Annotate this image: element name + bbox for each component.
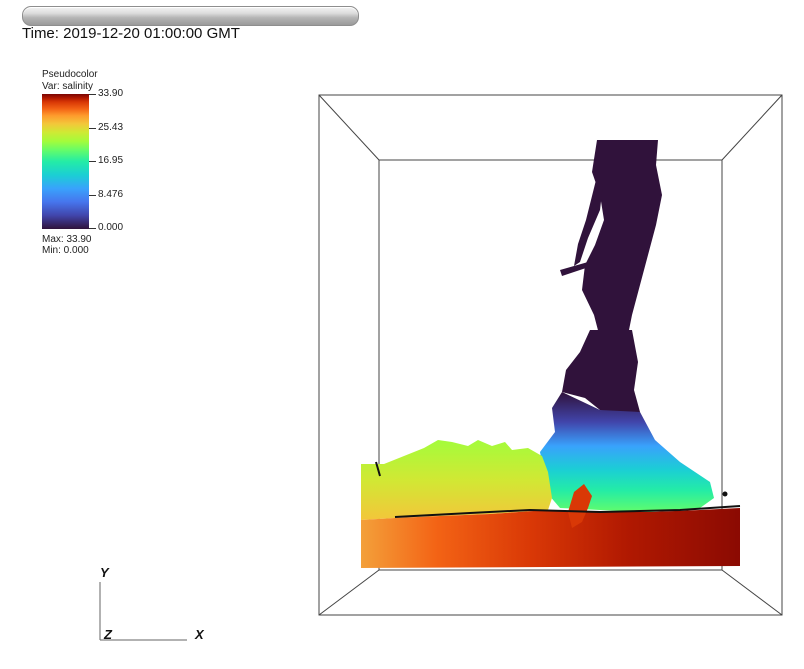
tick-label-max: 33.90 [98, 88, 124, 99]
time-label: Time: 2019-12-20 01:00:00 GMT [22, 25, 240, 42]
gulf-waters [361, 508, 740, 568]
barrier-islands [394, 505, 741, 518]
legend-plot-type: Pseudocolor [42, 69, 98, 80]
tick-mark [89, 128, 96, 129]
colorbar [42, 94, 89, 229]
western-shelf [361, 440, 552, 520]
salt-plume [568, 484, 592, 528]
tick-label: 16.95 [98, 155, 124, 166]
min-label: Min: 0.000 [42, 245, 89, 256]
x-axis-label: X [195, 627, 204, 642]
tick-mark [89, 195, 96, 196]
tick-mark [89, 94, 96, 95]
legend-stats: Max: 33.90 Min: 0.000 [42, 234, 91, 256]
tick-label: 8.476 [98, 189, 124, 200]
salinity-field [361, 140, 741, 568]
tick-mark [89, 161, 96, 162]
upper-bay [562, 330, 640, 418]
coast-detail [722, 491, 728, 497]
river-delta [582, 140, 662, 338]
tick-label-min: 0.000 [98, 222, 124, 233]
river-branch-west [574, 180, 603, 266]
coast-detail [375, 461, 381, 477]
legend-title: Pseudocolor Var: salinity [42, 69, 98, 93]
bounding-box [318, 94, 783, 616]
legend-variable: Var: salinity [42, 81, 93, 92]
z-axis-label: Z [104, 627, 112, 642]
lower-bay [540, 392, 714, 512]
axes-triad [99, 582, 187, 641]
river-branch [560, 262, 588, 276]
tick-mark [89, 228, 96, 229]
max-label: Max: 33.90 [42, 234, 92, 245]
time-slider[interactable] [22, 6, 359, 26]
y-axis-label: Y [100, 565, 109, 580]
tick-label: 25.43 [98, 122, 124, 133]
